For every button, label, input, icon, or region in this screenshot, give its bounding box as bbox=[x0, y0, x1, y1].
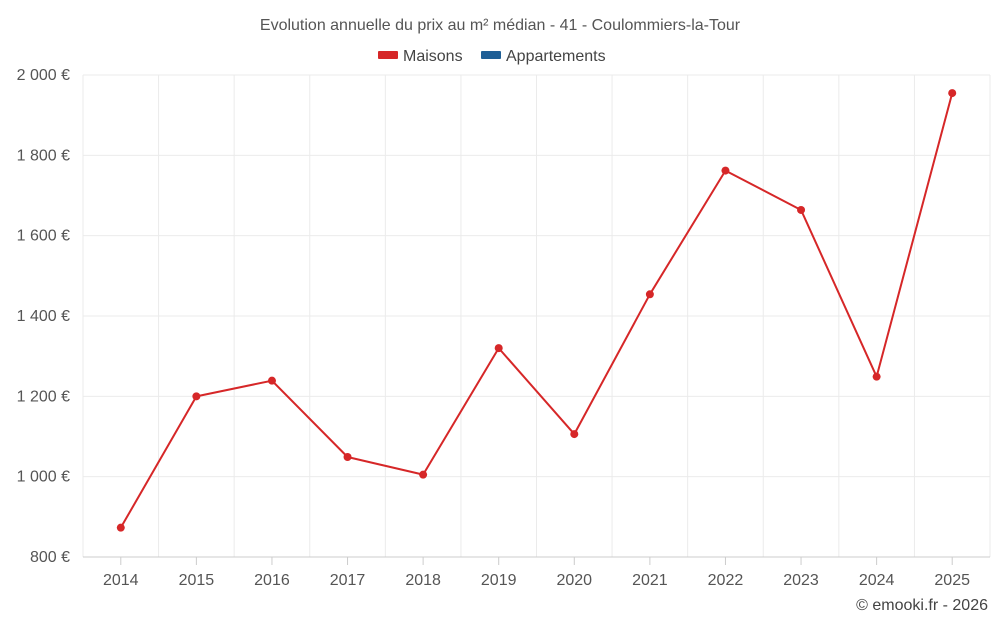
y-tick-label: 800 € bbox=[30, 549, 70, 566]
series-line-maisons bbox=[119, 92, 954, 529]
grid bbox=[82, 74, 991, 558]
legend-label-appartements: Appartements bbox=[506, 48, 606, 65]
data-point[interactable] bbox=[645, 290, 654, 299]
y-tick-label: 1 000 € bbox=[17, 469, 70, 486]
x-tick-label: 2022 bbox=[708, 572, 744, 589]
data-point[interactable] bbox=[116, 523, 125, 532]
series-layer bbox=[116, 89, 957, 532]
data-point[interactable] bbox=[948, 89, 957, 98]
data-point[interactable] bbox=[267, 376, 276, 385]
x-tick-label: 2024 bbox=[859, 572, 895, 589]
data-point[interactable] bbox=[494, 344, 503, 353]
y-axis: 800 € 1 000 € 1 200 € 1 400 € 1 600 € 1 800 €… bbox=[17, 67, 70, 566]
x-tick-label: 2017 bbox=[330, 572, 366, 589]
data-point[interactable] bbox=[797, 205, 806, 214]
chart-title: Evolution annuelle du prix au m² médian … bbox=[260, 17, 741, 34]
data-point[interactable] bbox=[192, 392, 201, 401]
y-tick-label: 1 800 € bbox=[17, 147, 70, 164]
x-tick-label: 2014 bbox=[103, 572, 139, 589]
x-tick-label: 2021 bbox=[632, 572, 668, 589]
y-tick-label: 1 200 € bbox=[17, 388, 70, 405]
y-tick-label: 1 400 € bbox=[17, 308, 70, 325]
legend-label-maisons: Maisons bbox=[403, 48, 463, 65]
x-tick-label: 2023 bbox=[783, 572, 819, 589]
data-point[interactable] bbox=[872, 372, 881, 381]
legend-swatch-maisons bbox=[378, 51, 398, 59]
data-point[interactable] bbox=[721, 166, 730, 175]
legend-swatch-appartements bbox=[481, 51, 501, 59]
y-tick-label: 2 000 € bbox=[17, 67, 70, 84]
x-tick-label: 2016 bbox=[254, 572, 290, 589]
credit-text: © emooki.fr - 2026 bbox=[856, 597, 988, 614]
x-tick-label: 2018 bbox=[405, 572, 441, 589]
legend-item-maisons[interactable]: Maisons bbox=[378, 48, 463, 65]
x-tick-label: 2019 bbox=[481, 572, 517, 589]
legend-item-appartements[interactable]: Appartements bbox=[481, 48, 606, 65]
x-tick-label: 2020 bbox=[556, 572, 592, 589]
legend[interactable]: Maisons Appartements bbox=[378, 48, 606, 65]
data-point[interactable] bbox=[570, 430, 579, 439]
data-point[interactable] bbox=[419, 470, 428, 479]
y-tick-label: 1 600 € bbox=[17, 228, 70, 245]
x-tick-label: 2025 bbox=[934, 572, 970, 589]
data-point[interactable] bbox=[343, 452, 352, 461]
x-axis: 2014 2015 2016 2017 2018 2019 2020 2021 2022 2023… bbox=[83, 556, 990, 589]
x-tick-label: 2015 bbox=[179, 572, 215, 589]
